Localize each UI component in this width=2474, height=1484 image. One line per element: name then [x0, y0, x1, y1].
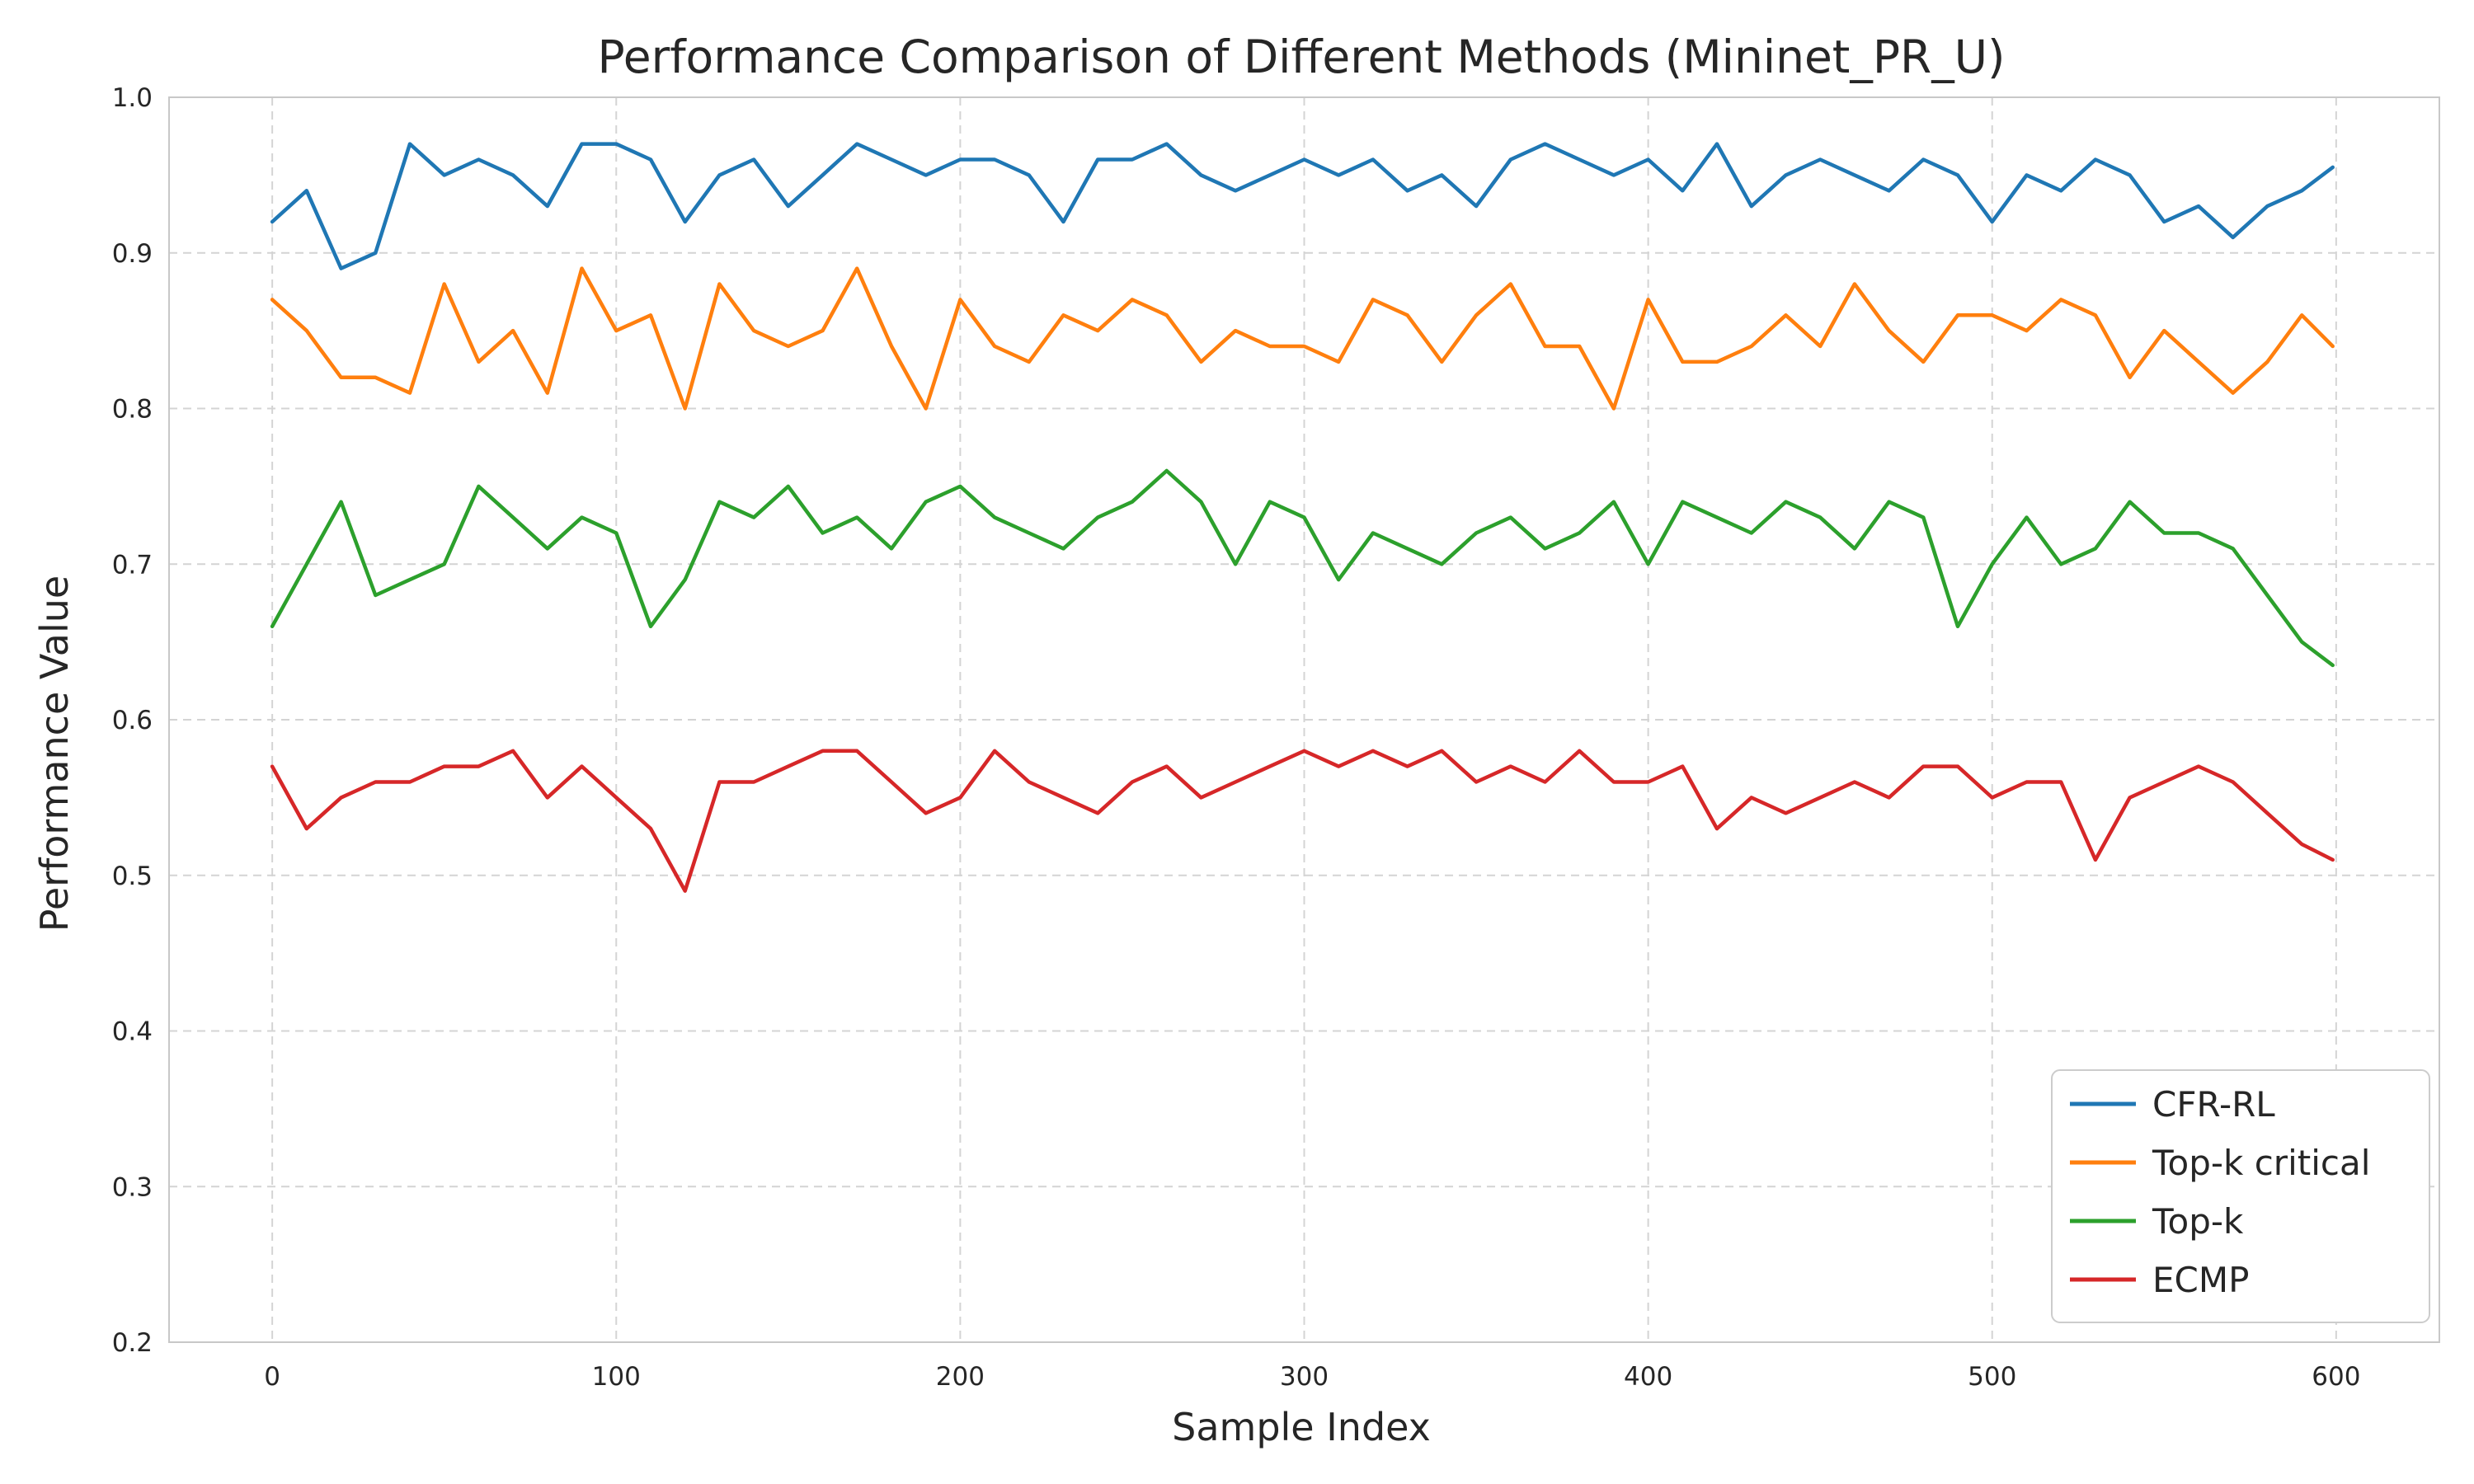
y-axis-label: Performance Value: [32, 575, 77, 932]
x-tick-label: 100: [592, 1362, 641, 1392]
x-axis-label: Sample Index: [1172, 1405, 1431, 1449]
y-tick-label: 0.9: [112, 239, 153, 269]
x-tick-label: 500: [1968, 1362, 2016, 1392]
series-group: [270, 142, 2335, 893]
x-tick-label: 400: [1624, 1362, 1672, 1392]
plot-frame: [168, 96, 2440, 1343]
series-line-ecmp: [270, 749, 2335, 893]
x-tick-label: 0: [264, 1362, 280, 1392]
y-tick-label: 1.0: [112, 83, 153, 113]
y-tick-label: 0.2: [112, 1328, 153, 1358]
x-tick-label: 600: [2312, 1362, 2360, 1392]
legend-label: ECMP: [2152, 1260, 2249, 1300]
y-tick-label: 0.5: [112, 862, 153, 891]
legend-box: [2051, 1069, 2430, 1323]
y-tick-label: 0.4: [112, 1017, 153, 1047]
legend-label: CFR-RL: [2152, 1084, 2275, 1125]
legend-label: Top-k critical: [2152, 1143, 2370, 1183]
legend: CFR-RL Top-k critical Top-k ECMP: [2051, 1069, 2430, 1323]
legend-label: Top-k: [2152, 1201, 2244, 1242]
y-tick-label: 0.3: [112, 1172, 153, 1202]
y-tick-label: 0.7: [112, 550, 153, 580]
x-tick-label: 300: [1280, 1362, 1329, 1392]
y-tick-label: 0.6: [112, 706, 153, 735]
series-line-cfr-rl: [270, 142, 2335, 270]
grid: [169, 96, 2439, 1343]
chart-title: Performance Comparison of Different Meth…: [598, 31, 2006, 83]
x-axis-ticks: 0 100 200 300 400 500 600: [264, 1362, 2360, 1392]
y-tick-label: 0.8: [112, 395, 153, 425]
series-line-top-k: [270, 468, 2335, 668]
y-axis-ticks: 0.2 0.3 0.4 0.5 0.6 0.7 0.8 0.9 1.0: [112, 83, 153, 1358]
series-line-top-k-critical: [270, 266, 2335, 411]
x-tick-label: 200: [936, 1362, 985, 1392]
